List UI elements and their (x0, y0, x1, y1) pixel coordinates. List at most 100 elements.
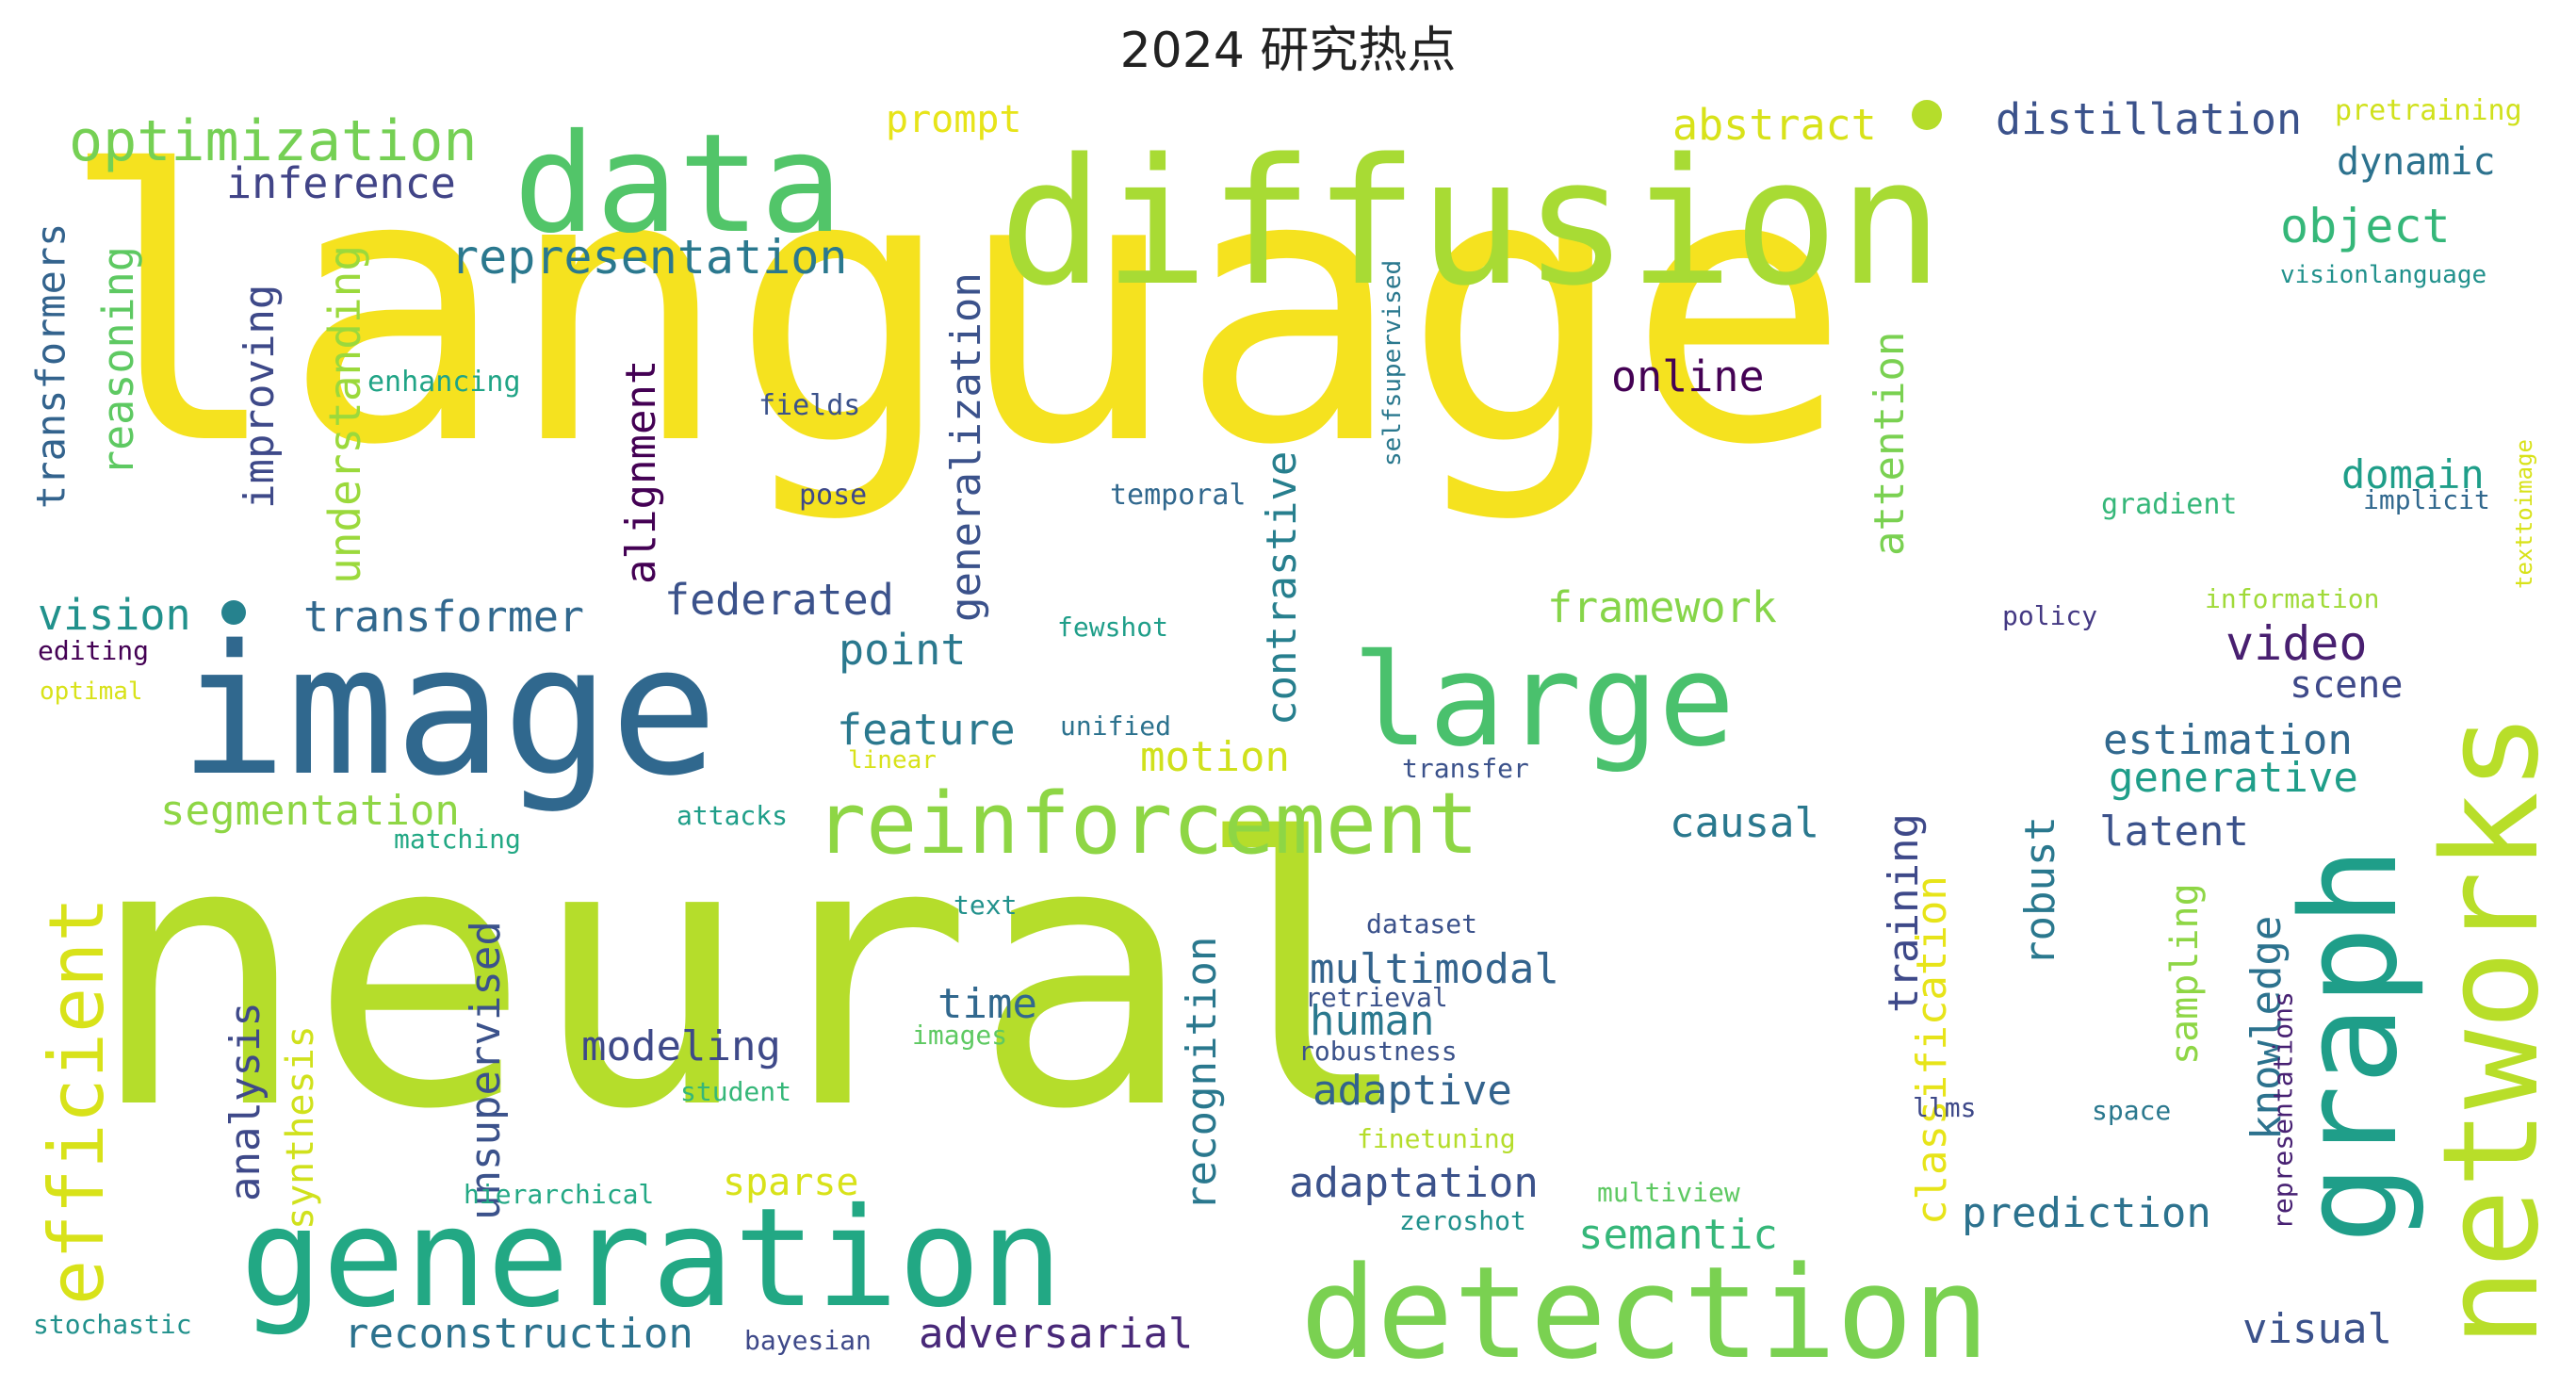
word-unified: unified (1060, 710, 1171, 742)
word-attention: attention (1866, 332, 1914, 556)
word-synthesis: synthesis (279, 1025, 322, 1230)
word-transformers: transformers (28, 223, 74, 509)
word-robustness: robustness (1298, 1036, 1458, 1067)
word-generation: generation (240, 1179, 1063, 1338)
word-enhancing: enhancing (367, 366, 521, 399)
word-visual: visual (2242, 1305, 2392, 1353)
word-policy: policy (2002, 600, 2097, 631)
word-framework: framework (1547, 582, 1777, 632)
word-reconstruction: reconstruction (344, 1310, 693, 1358)
word-selfsupervised: selfsupervised (1378, 260, 1407, 466)
word-segmentation: segmentation (160, 787, 460, 835)
word-robust: robust (2016, 816, 2064, 966)
word-zeroshot: zeroshot (1399, 1205, 1526, 1236)
word-semantic: semantic (1578, 1211, 1778, 1259)
word-prediction: prediction (1962, 1189, 2211, 1237)
word-diffusion: diffusion (999, 121, 1943, 324)
word-adaptive: adaptive (1312, 1067, 1512, 1115)
word-gradient: gradient (2101, 488, 2238, 521)
word-generative: generative (2109, 754, 2358, 802)
word-alignment: alignment (617, 360, 665, 584)
word-optimal: optimal (40, 678, 143, 706)
word-representations: representations (2267, 991, 2298, 1230)
word-domain: domain (2341, 451, 2485, 498)
word-implicit: implicit (2363, 484, 2490, 515)
word-contrastive: contrastive (1258, 451, 1306, 726)
word-retrieval: retrieval (1305, 982, 1448, 1013)
word-multimodal: multimodal (1310, 945, 1559, 993)
word-distillation: distillation (1996, 94, 2302, 144)
word-dataset: dataset (1366, 908, 1477, 939)
word-data: data (514, 105, 842, 264)
word-images: images (912, 1020, 1007, 1051)
word-modeling: modeling (581, 1022, 781, 1070)
word-sparse: sparse (723, 1161, 859, 1204)
word-vision: vision (38, 590, 191, 640)
word-federated: federated (664, 575, 894, 625)
word-classification: classification (1908, 875, 1956, 1225)
word-motion: motion (1140, 733, 1290, 781)
word-object: object (2280, 199, 2451, 253)
word-space: space (2092, 1095, 2171, 1126)
word-stochastic: stochastic (33, 1309, 192, 1340)
word-online: online (1611, 351, 1765, 401)
word-recognition: recognition (1178, 937, 1226, 1211)
cloud-dot-b (221, 600, 246, 625)
word-estimation: estimation (2103, 716, 2353, 764)
page-title: 2024 研究热点 (1119, 23, 1457, 79)
word-abstract: abstract (1672, 100, 1877, 150)
word-human: human (1310, 997, 1434, 1045)
word-visionlanguage: visionlanguage (2280, 261, 2486, 289)
word-neural: neural (88, 761, 1415, 1189)
word-video: video (2225, 616, 2368, 671)
word-transfer: transfer (1402, 753, 1529, 784)
word-reinforcement: reinforcement (815, 775, 1478, 874)
word-understanding: understanding (319, 245, 370, 584)
word-multiview: multiview (1597, 1177, 1740, 1208)
word-graph: graph (2274, 847, 2427, 1244)
word-pose: pose (799, 479, 867, 512)
word-pretraining: pretraining (2335, 94, 2522, 127)
word-llms: llms (1913, 1092, 1976, 1123)
word-fields: fields (758, 389, 860, 422)
word-fewshot: fewshot (1057, 612, 1168, 643)
word-adversarial: adversarial (919, 1310, 1193, 1358)
word-time: time (937, 980, 1037, 1028)
word-transformer: transformer (303, 592, 584, 642)
word-causal: causal (1670, 799, 1819, 847)
word-editing: editing (38, 635, 149, 666)
word-image: image (179, 607, 718, 815)
word-adaptation: adaptation (1289, 1159, 1539, 1207)
word-temporal: temporal (1110, 479, 1247, 512)
word-networks: networks (2415, 712, 2568, 1347)
word-feature: feature (837, 705, 1016, 755)
word-representation: representation (450, 230, 847, 285)
word-bayesian: bayesian (744, 1325, 872, 1356)
word-detection: detection (1300, 1239, 1990, 1383)
word-sampling: sampling (2163, 883, 2207, 1065)
word-prompt: prompt (886, 98, 1022, 141)
cloud-dot-a (1912, 100, 1942, 130)
word-optimization: optimization (69, 108, 477, 174)
word-inference: inference (226, 158, 456, 208)
word-point: point (839, 625, 966, 675)
word-improving: improving (236, 285, 284, 509)
word-efficient: efficient (33, 897, 121, 1305)
word-large: large (1352, 627, 1735, 775)
word-student: student (680, 1076, 791, 1107)
word-attacks: attacks (677, 800, 788, 831)
word-language: language (58, 93, 1850, 527)
word-hierarchical: hierarchical (464, 1179, 654, 1210)
word-linear: linear (848, 746, 937, 775)
word-training: training (1880, 813, 1928, 1013)
word-finetuning: finetuning (1357, 1123, 1516, 1154)
word-generalization: generalization (942, 272, 990, 622)
word-text: text (954, 890, 1017, 921)
word-scene: scene (2290, 663, 2403, 707)
word-unsupervised: unsupervised (462, 921, 510, 1220)
word-latent: latent (2099, 808, 2249, 856)
word-texttoimage: texttoimage (2511, 439, 2537, 589)
word-reasoning: reasoning (93, 246, 143, 476)
word-matching: matching (394, 824, 521, 855)
